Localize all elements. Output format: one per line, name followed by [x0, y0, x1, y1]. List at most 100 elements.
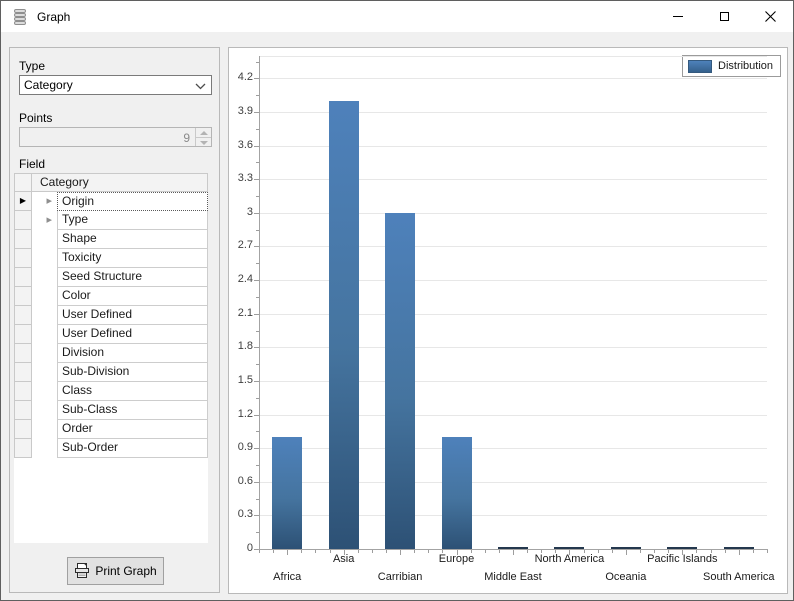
spin-up-icon: [196, 128, 211, 138]
y-gridline: [260, 78, 767, 80]
x-minor-tick: [767, 550, 768, 553]
grid-cell[interactable]: Sub-Division: [57, 363, 208, 382]
grid-row-gutter: [32, 382, 57, 401]
grid-column-header[interactable]: Category: [32, 173, 208, 192]
x-minor-tick: [386, 550, 387, 553]
bar-south-america: [723, 547, 754, 549]
grid-row[interactable]: User Defined: [14, 306, 208, 325]
grid-row-header[interactable]: [14, 439, 32, 458]
grid-cell[interactable]: Class: [57, 382, 208, 401]
y-tick-label: 1.2: [237, 407, 253, 420]
y-tick: [254, 347, 259, 349]
grid-row-header[interactable]: [14, 420, 32, 439]
grid-cell[interactable]: Seed Structure: [57, 268, 208, 287]
y-tick: [254, 179, 259, 181]
grid-cell[interactable]: Color: [57, 287, 208, 306]
points-value: 9: [183, 131, 190, 145]
grid-row-header[interactable]: [14, 211, 32, 230]
grid-row-header[interactable]: [14, 306, 32, 325]
field-grid: Category ▶ ▸ Origin ▸ Type Shape Toxicity Seed …: [14, 173, 208, 543]
x-minor-tick: [640, 550, 641, 553]
maximize-button[interactable]: [701, 1, 747, 31]
grid-row-gutter: [32, 363, 57, 382]
grid-row[interactable]: Sub-Division: [14, 363, 208, 382]
expand-arrow-icon[interactable]: ▸: [32, 211, 57, 230]
grid-row[interactable]: Toxicity: [14, 249, 208, 268]
grid-corner-cell: [14, 173, 32, 192]
grid-cell[interactable]: Origin: [57, 192, 208, 211]
grid-row-header[interactable]: [14, 363, 32, 382]
y-minor-tick: [256, 364, 259, 366]
x-tick-label: Oceania: [605, 571, 647, 583]
grid-row-header[interactable]: [14, 344, 32, 363]
grid-row-gutter: [32, 287, 57, 306]
grid-cell[interactable]: Sub-Class: [57, 401, 208, 420]
grid-row[interactable]: ▸ Type: [14, 211, 208, 230]
type-select-value: Category: [24, 78, 73, 92]
close-button[interactable]: [747, 1, 793, 31]
grid-row[interactable]: Sub-Class: [14, 401, 208, 420]
grid-cell[interactable]: Order: [57, 420, 208, 439]
grid-row-header[interactable]: [14, 401, 32, 420]
grid-cell[interactable]: User Defined: [57, 325, 208, 344]
field-label: Field: [19, 157, 46, 171]
grid-row-header[interactable]: [14, 287, 32, 306]
grid-row-header[interactable]: [14, 249, 32, 268]
grid-cell[interactable]: Toxicity: [57, 249, 208, 268]
x-axis-line: [258, 549, 768, 550]
type-select[interactable]: Category: [19, 75, 212, 95]
y-minor-tick: [256, 464, 259, 466]
y-gridline: [260, 246, 767, 248]
y-gridline: [260, 515, 767, 517]
expand-arrow-icon[interactable]: ▸: [32, 192, 57, 211]
y-tick-label: 2.1: [237, 306, 253, 319]
legend-label: Distribution: [718, 60, 774, 72]
type-label: Type: [19, 59, 46, 73]
bar-oceania: [610, 547, 641, 549]
grid-cell[interactable]: Shape: [57, 230, 208, 249]
grid-row[interactable]: Order: [14, 420, 208, 439]
bar-pacific-islands: [667, 547, 698, 549]
grid-row[interactable]: Color: [14, 287, 208, 306]
grid-row-gutter: [32, 230, 57, 249]
x-minor-tick: [668, 550, 670, 553]
grid-row[interactable]: ▶ ▸ Origin: [14, 192, 208, 211]
grid-cell[interactable]: Sub-Order: [57, 439, 208, 458]
y-minor-tick: [256, 128, 259, 130]
y-gridline: [260, 414, 767, 416]
print-graph-button[interactable]: Print Graph: [67, 557, 164, 585]
y-tick-label: 0.9: [237, 441, 253, 454]
grid-cell[interactable]: Type: [57, 211, 208, 230]
grid-row-header[interactable]: [14, 230, 32, 249]
grid-cell[interactable]: User Defined: [57, 306, 208, 325]
y-tick-label: 0.3: [237, 508, 253, 521]
current-row-arrow-icon[interactable]: ▶: [14, 192, 32, 211]
y-tick: [254, 112, 259, 114]
x-tick-label: Middle East: [484, 571, 542, 583]
y-minor-tick: [256, 330, 259, 332]
minimize-button[interactable]: [655, 1, 701, 31]
y-tick-label: 2.7: [237, 239, 253, 252]
grid-row-gutter: [32, 439, 57, 458]
grid-row[interactable]: Seed Structure: [14, 268, 208, 287]
grid-row-header[interactable]: [14, 325, 32, 344]
grid-row[interactable]: Shape: [14, 230, 208, 249]
grid-cell[interactable]: Division: [57, 344, 208, 363]
y-tick-label: 4.2: [237, 71, 253, 84]
chevron-down-icon: [195, 83, 206, 90]
grid-row-gutter: [32, 306, 57, 325]
y-gridline: [260, 145, 767, 147]
grid-row-header[interactable]: [14, 382, 32, 401]
grid-row[interactable]: Sub-Order: [14, 439, 208, 458]
grid-row[interactable]: Division: [14, 344, 208, 363]
bar-middle-east: [498, 547, 528, 549]
x-minor-tick: [414, 550, 416, 553]
x-minor-tick: [428, 550, 430, 553]
y-minor-tick: [256, 431, 259, 433]
grid-row[interactable]: Class: [14, 382, 208, 401]
grid-row[interactable]: User Defined: [14, 325, 208, 344]
x-minor-tick: [259, 550, 260, 553]
x-minor-tick: [597, 550, 599, 553]
x-tick: [287, 550, 289, 555]
grid-row-header[interactable]: [14, 268, 32, 287]
